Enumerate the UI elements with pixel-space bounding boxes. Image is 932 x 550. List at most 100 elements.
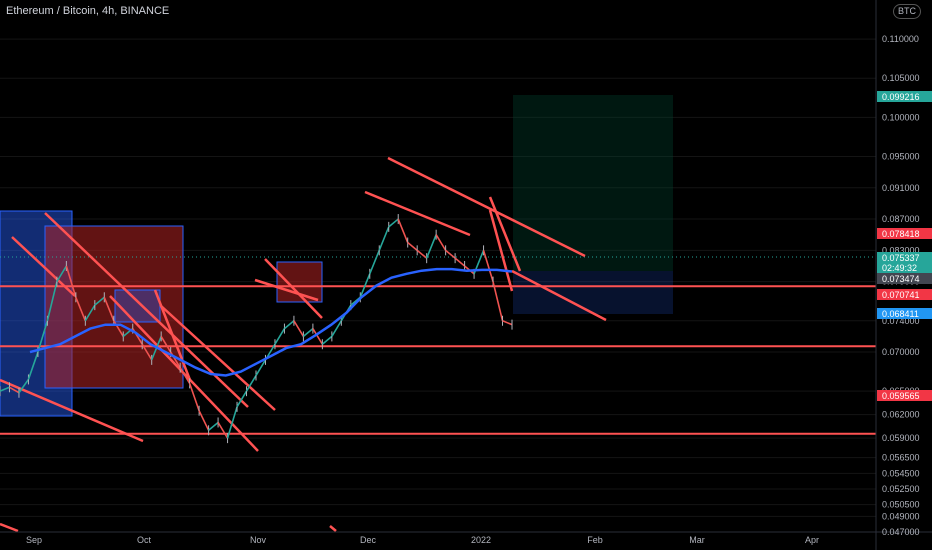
y-tick-label: 0.050500 xyxy=(882,500,920,510)
trendline[interactable] xyxy=(11,236,76,297)
price-segment xyxy=(56,265,68,283)
price-label: 0.078418 xyxy=(882,229,920,239)
time-axis[interactable] xyxy=(0,532,932,550)
target-zone[interactable] xyxy=(513,95,673,271)
y-tick-label: 0.087000 xyxy=(882,214,920,224)
price-label: 0.070741 xyxy=(882,290,920,300)
price-segment xyxy=(312,328,324,345)
stop-zone[interactable] xyxy=(513,271,673,314)
x-tick-label: Nov xyxy=(250,535,267,545)
price-label-bg xyxy=(877,308,932,319)
price-label: 0.059565 xyxy=(882,391,920,401)
x-tick-label: Feb xyxy=(587,535,603,545)
price-segment xyxy=(302,327,314,338)
y-tick-label: 0.095000 xyxy=(882,151,920,161)
price-segment xyxy=(274,328,286,345)
trendline[interactable] xyxy=(387,156,586,258)
price-segment xyxy=(293,320,305,337)
price-segment xyxy=(198,410,210,431)
trendline[interactable] xyxy=(488,196,522,272)
price-label: 0.075337 xyxy=(882,253,920,263)
trendline[interactable] xyxy=(488,209,514,292)
x-tick-label: Oct xyxy=(137,535,152,545)
y-tick-label: 0.083000 xyxy=(882,245,920,255)
price-segment xyxy=(283,320,295,330)
y-tick-label: 0.110000 xyxy=(882,34,919,44)
price-segment xyxy=(188,383,200,411)
trendline[interactable] xyxy=(511,269,607,322)
price-label-bg xyxy=(877,228,932,239)
price-segment xyxy=(407,241,418,251)
price-segment xyxy=(37,320,49,353)
price-label-bg xyxy=(877,262,932,273)
trendline[interactable] xyxy=(0,378,144,443)
y-tick-label: 0.070000 xyxy=(882,347,920,357)
price-segment xyxy=(482,250,494,282)
price-label-bg xyxy=(877,273,932,284)
price-segment xyxy=(217,422,229,439)
price-segment xyxy=(9,386,20,394)
y-tick-label: 0.105000 xyxy=(882,73,920,83)
x-tick-label: Apr xyxy=(805,535,819,545)
trendline[interactable] xyxy=(159,304,276,411)
price-segment xyxy=(75,296,87,322)
price-segment xyxy=(359,273,371,298)
price-label-bg xyxy=(877,91,932,102)
price-segment xyxy=(65,265,77,298)
price-segment xyxy=(141,343,153,361)
moving-average-line xyxy=(29,267,513,377)
price-segment xyxy=(208,421,219,431)
price-segment xyxy=(236,390,248,408)
y-tick-label: 0.062000 xyxy=(882,410,920,420)
price-segment xyxy=(492,281,504,321)
y-tick-label: 0.056500 xyxy=(882,453,920,463)
price-label-bg xyxy=(877,390,932,401)
price-segment xyxy=(94,296,105,306)
trendline[interactable] xyxy=(329,525,337,532)
price-segment xyxy=(388,218,399,228)
x-tick-label: Dec xyxy=(360,535,377,545)
price-segment xyxy=(454,257,466,267)
price-segment xyxy=(425,234,437,259)
price-segment xyxy=(435,234,447,251)
price-segment xyxy=(0,386,10,392)
price-segment xyxy=(18,378,30,394)
price-label: 0.068411 xyxy=(882,309,919,319)
y-tick-label: 0.100000 xyxy=(882,112,920,122)
price-segment xyxy=(331,320,343,337)
x-tick-label: Mar xyxy=(689,535,705,545)
price-segment xyxy=(226,406,238,439)
price-label-bg xyxy=(877,289,932,300)
price-segment xyxy=(369,250,381,275)
price-segment xyxy=(179,367,191,384)
price-segment xyxy=(84,304,96,322)
currency-badge[interactable]: BTC xyxy=(893,4,921,19)
y-tick-label: 0.047000 xyxy=(882,527,920,537)
y-tick-label: 0.054500 xyxy=(882,468,920,478)
price-segment xyxy=(160,335,172,353)
trendline[interactable] xyxy=(153,289,192,381)
trendline[interactable] xyxy=(254,278,319,302)
price-segment xyxy=(27,351,39,380)
trendline[interactable] xyxy=(364,190,471,237)
y-tick-label: 0.074000 xyxy=(882,316,920,326)
price-segment xyxy=(445,249,456,259)
x-tick-label: 2022 xyxy=(471,535,491,545)
price-segment xyxy=(416,249,428,259)
price-label-bg xyxy=(877,252,932,263)
price-segment xyxy=(397,218,409,243)
price-segment xyxy=(255,359,267,376)
price-label: 02:49:32 xyxy=(882,263,917,273)
price-segment xyxy=(46,281,58,321)
price-segment xyxy=(245,375,257,392)
price-segment xyxy=(502,320,513,326)
y-tick-label: 0.049000 xyxy=(882,511,920,521)
price-segment xyxy=(321,335,333,345)
chart-title: Ethereum / Bitcoin, 4h, BINANCE xyxy=(6,5,170,17)
trendline[interactable] xyxy=(0,522,19,533)
trendline[interactable] xyxy=(264,258,323,319)
price-label: 0.099216 xyxy=(882,92,920,102)
x-tick-label: Sep xyxy=(26,535,42,545)
price-segment xyxy=(378,226,390,251)
